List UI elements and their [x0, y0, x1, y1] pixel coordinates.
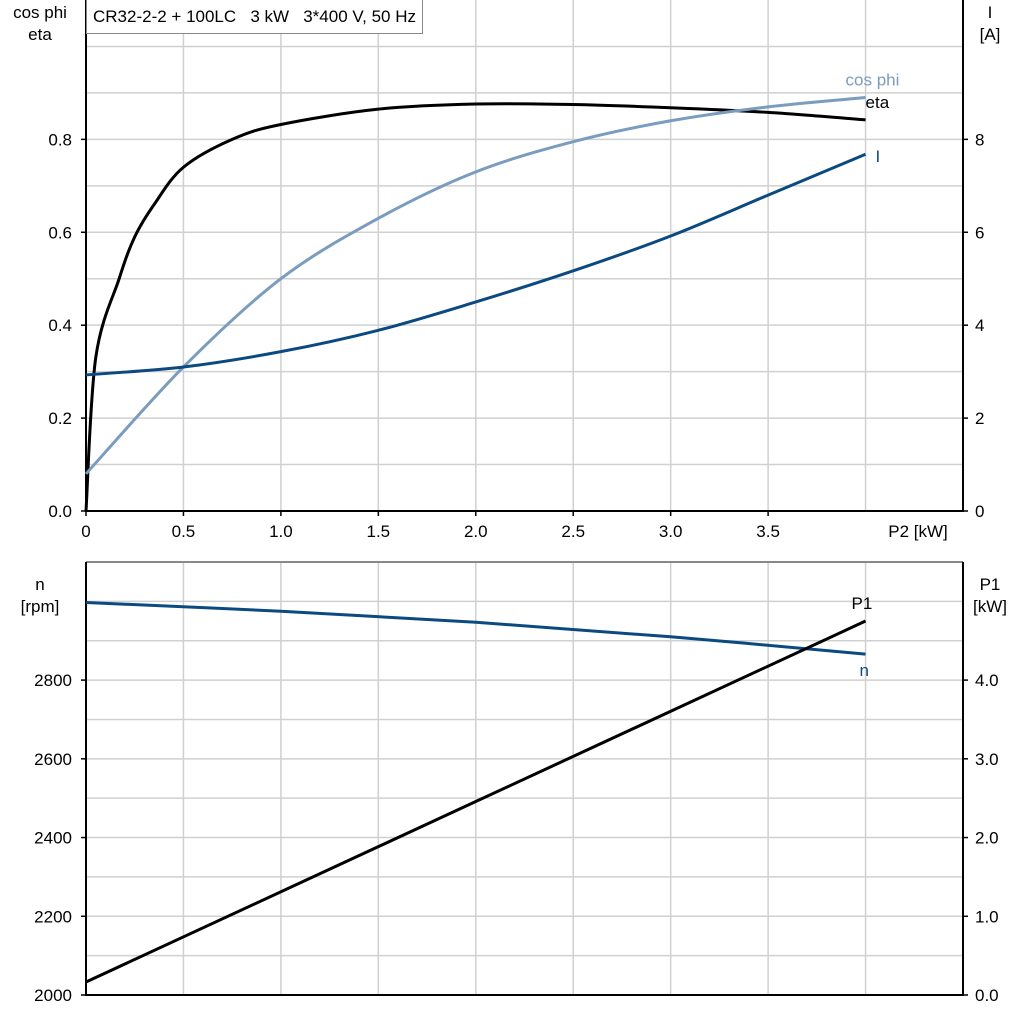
right-tick-label: 0 — [975, 502, 984, 521]
right-tick-label: 6 — [975, 223, 984, 242]
series-label-n: n — [860, 661, 869, 680]
left-tick-label: 0.4 — [48, 316, 72, 335]
left-tick-label: 0.8 — [48, 130, 72, 149]
right-axis-label: [kW] — [973, 597, 1007, 616]
left-tick-label: 2800 — [34, 671, 72, 690]
x-axis-label: P2 [kW] — [888, 522, 948, 541]
right-tick-label: 4.0 — [975, 671, 999, 690]
left-axis-label: n — [35, 575, 44, 594]
chart-title: CR32-2-2 + 100LC 3 kW 3*400 V, 50 Hz — [86, 0, 424, 34]
right-axis-label: I — [988, 3, 993, 22]
right-tick-label: 2.0 — [975, 829, 999, 848]
x-tick-label: 3.0 — [659, 522, 683, 541]
series-label-i: I — [876, 147, 881, 166]
series-line-i — [85, 152, 867, 377]
x-tick-label: 0.5 — [172, 522, 196, 541]
left-tick-label: 2200 — [34, 907, 72, 926]
right-tick-label: 4 — [975, 316, 984, 335]
right-axis-label: [A] — [980, 25, 1001, 44]
left-tick-label: 2000 — [34, 986, 72, 1005]
x-tick-label: 3.5 — [756, 522, 780, 541]
right-tick-label: 0.0 — [975, 986, 999, 1005]
x-tick-label: 0 — [81, 522, 90, 541]
series-label-eta: eta — [866, 93, 890, 112]
series-line-cos-phi — [84, 96, 866, 475]
left-tick-label: 0.0 — [48, 502, 72, 521]
right-tick-label: 3.0 — [975, 750, 999, 769]
right-tick-label: 1.0 — [975, 907, 999, 926]
left-axis-label: [rpm] — [21, 597, 60, 616]
left-tick-label: 2600 — [34, 750, 72, 769]
series-line-p1 — [85, 619, 867, 984]
left-tick-label: 0.2 — [48, 409, 72, 428]
x-tick-label: 1.0 — [269, 522, 293, 541]
series-line-n — [85, 601, 866, 656]
x-tick-label: 1.5 — [367, 522, 391, 541]
series-label-p1: P1 — [852, 594, 873, 613]
x-tick-label: 2.5 — [561, 522, 585, 541]
x-tick-label: 2.0 — [464, 522, 488, 541]
series-label-cos-phi: cos phi — [846, 71, 900, 90]
left-tick-label: 0.6 — [48, 223, 72, 242]
right-tick-label: 2 — [975, 409, 984, 428]
left-axis-label: eta — [28, 25, 52, 44]
right-axis-label: P1 — [980, 575, 1001, 594]
left-tick-label: 2400 — [34, 829, 72, 848]
right-tick-label: 8 — [975, 130, 984, 149]
left-axis-label: cos phi — [13, 3, 67, 22]
series-line-eta — [84, 102, 866, 512]
